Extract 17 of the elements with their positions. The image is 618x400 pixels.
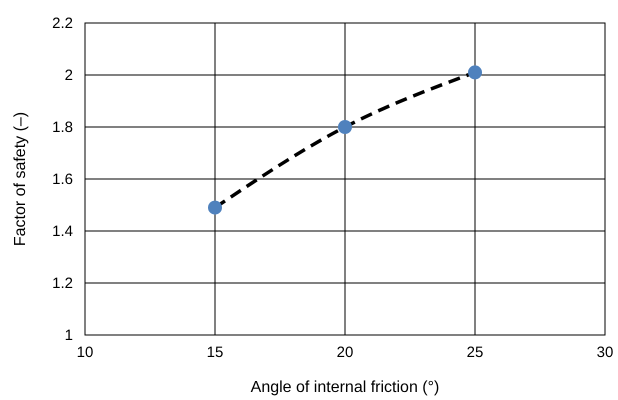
y-tick-label: 2 <box>64 67 73 84</box>
y-tick-label: 2.2 <box>52 15 73 32</box>
point <box>338 120 352 134</box>
point <box>468 65 482 80</box>
x-tick-label: 30 <box>596 344 614 361</box>
point <box>208 200 222 215</box>
x-axis-title: Angle of internal friction (°) <box>250 379 440 396</box>
x-tick-label: 15 <box>206 344 224 361</box>
y-tick-label: 1.8 <box>52 119 73 136</box>
y-axis-title: Factor of safety (–) <box>12 112 29 246</box>
x-tick-label: 20 <box>336 344 354 361</box>
y-tick-label: 1.4 <box>52 223 73 240</box>
x-tick-label: 10 <box>76 344 94 361</box>
y-tick-label: 1 <box>64 327 73 344</box>
y-tick-label: 1.6 <box>52 171 73 188</box>
x-tick-label: 25 <box>466 344 484 361</box>
y-tick-label: 1.2 <box>52 275 73 292</box>
